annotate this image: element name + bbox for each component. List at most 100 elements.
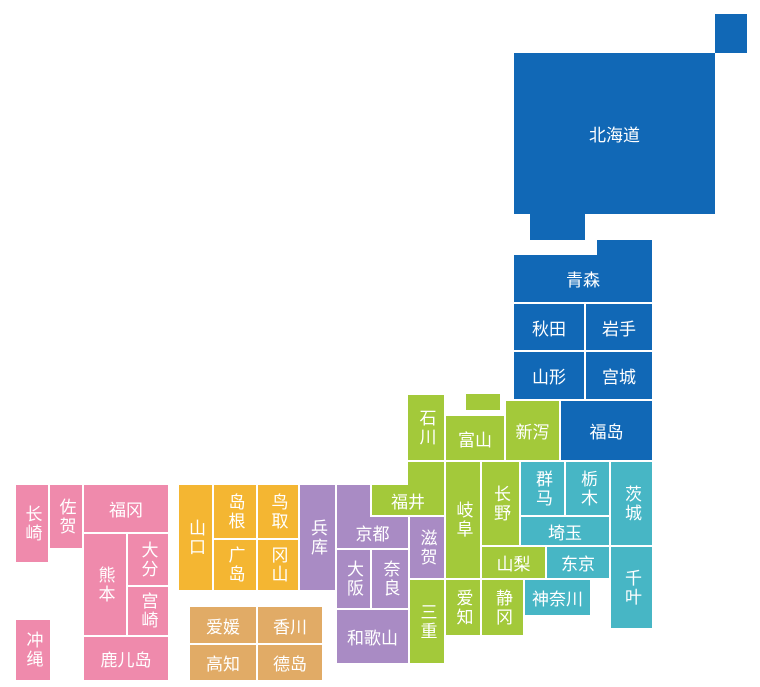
prefecture-tile: [84, 534, 126, 635]
prefecture-tile: [258, 485, 298, 538]
prefecture-label: 秋田: [532, 319, 566, 340]
prefecture-tile: [16, 620, 50, 680]
prefecture-tile: [506, 401, 559, 460]
prefecture-tile: [521, 517, 609, 545]
prefecture-tile: [372, 485, 444, 515]
prefecture-label: 鸟取: [267, 492, 288, 531]
prefecture-tile: [482, 547, 545, 578]
prefecture-tile: [482, 462, 519, 545]
prefecture-tile: [547, 547, 609, 578]
prefecture-label: 山梨: [496, 555, 531, 575]
prefecture-label: 富山: [458, 430, 492, 451]
prefecture-label: 岩手: [602, 319, 636, 340]
prefecture-tile: [611, 462, 652, 545]
prefecture-label: 福井: [391, 492, 425, 513]
prefecture-tile: [300, 485, 335, 590]
prefecture-label: 佐贺: [55, 497, 76, 536]
prefecture-tile: [521, 462, 564, 515]
prefecture-label: 高知: [206, 655, 240, 675]
prefecture-tile: [190, 607, 256, 643]
prefecture-label: 山口: [185, 518, 205, 557]
prefecture-tile: [214, 540, 256, 590]
prefecture-label: 福岛: [589, 423, 624, 443]
prefecture-tile: [514, 304, 584, 350]
prefecture-tile: [337, 610, 408, 663]
prefecture-tile: [482, 580, 523, 635]
prefecture-label: 青森: [566, 271, 600, 291]
prefecture-tile: [611, 547, 652, 628]
prefecture-label: 大阪: [343, 560, 363, 598]
prefecture-tile: [586, 304, 652, 350]
prefecture-tile: [84, 637, 168, 680]
prefecture-tile: [84, 485, 168, 532]
prefecture-label: 北海道: [589, 126, 640, 146]
prefecture-label: 栃木: [577, 469, 597, 508]
prefecture-label: 熊本: [94, 565, 115, 604]
prefecture-tile: [561, 401, 652, 460]
prefecture-label: 京都: [355, 525, 390, 545]
prefecture-label: 长野: [490, 484, 510, 523]
prefecture-tile: [214, 485, 256, 538]
prefecture-label: 神奈川: [532, 590, 583, 610]
prefecture-tile: [446, 580, 480, 635]
prefecture-tile: [50, 485, 82, 548]
prefecture-tile: [410, 580, 444, 663]
prefecture-tile: [514, 53, 715, 214]
prefecture-label: 岛根: [224, 492, 245, 531]
prefecture-label: 千叶: [621, 568, 641, 607]
prefecture-label: 山形: [532, 368, 566, 388]
prefecture-label: 宫城: [602, 368, 636, 388]
prefecture-tile: [258, 540, 298, 590]
tile-piece: [466, 394, 500, 410]
prefecture-label: 长崎: [21, 504, 42, 543]
tile-piece: [715, 14, 747, 53]
prefecture-label: 福冈: [109, 501, 143, 521]
prefecture-label: 岐阜: [452, 501, 473, 539]
prefecture-label: 宫崎: [137, 592, 158, 630]
tile-piece: [530, 214, 585, 240]
prefecture-tile: [372, 550, 408, 608]
prefecture-tile: [566, 462, 609, 515]
prefecture-label: 大分: [137, 540, 158, 579]
prefecture-tile: [410, 517, 444, 578]
prefecture-label: 冈山: [267, 546, 288, 584]
prefecture-tile: [128, 587, 168, 635]
prefecture-tile: [128, 534, 168, 585]
prefecture-label: 东京: [561, 555, 595, 575]
prefecture-label: 新泻: [515, 423, 550, 443]
prefecture-tile: [337, 517, 408, 548]
prefecture-label: 滋贺: [416, 528, 437, 567]
prefecture-label: 广岛: [224, 546, 245, 584]
tile-piece: [597, 240, 652, 256]
prefecture-tile: [190, 645, 256, 680]
prefecture-label: 爱媛: [206, 617, 240, 638]
prefecture-tile: [514, 255, 652, 302]
prefecture-tile: [446, 462, 480, 578]
prefecture-tile: [16, 485, 48, 562]
prefecture-tile: [514, 352, 584, 399]
prefecture-label: 静冈: [492, 588, 512, 627]
prefecture-label: 和歌山: [347, 629, 398, 649]
tile-piece: [337, 485, 370, 517]
prefecture-tile: [525, 580, 590, 615]
prefecture-tile: [586, 352, 652, 399]
prefecture-tile: [179, 485, 212, 590]
prefecture-label: 香川: [273, 617, 307, 638]
prefecture-tile: [258, 645, 322, 680]
prefecture-label: 石川: [415, 408, 436, 447]
prefecture-label: 鹿儿岛: [100, 651, 152, 671]
prefecture-label: 群马: [532, 469, 552, 508]
prefecture-label: 茨城: [621, 484, 641, 523]
prefecture-label: 兵库: [307, 518, 327, 557]
prefecture-label: 爱知: [452, 588, 473, 627]
prefecture-label: 三重: [416, 602, 437, 641]
prefecture-tile: [337, 550, 370, 608]
tile-piece: [408, 462, 444, 485]
prefecture-label: 德岛: [273, 655, 307, 675]
prefecture-label: 冲绳: [22, 631, 43, 669]
prefecture-tile: [408, 395, 444, 460]
prefecture-label: 奈良: [379, 560, 400, 598]
prefecture-tile: [446, 416, 504, 460]
prefecture-tile: [258, 607, 322, 643]
